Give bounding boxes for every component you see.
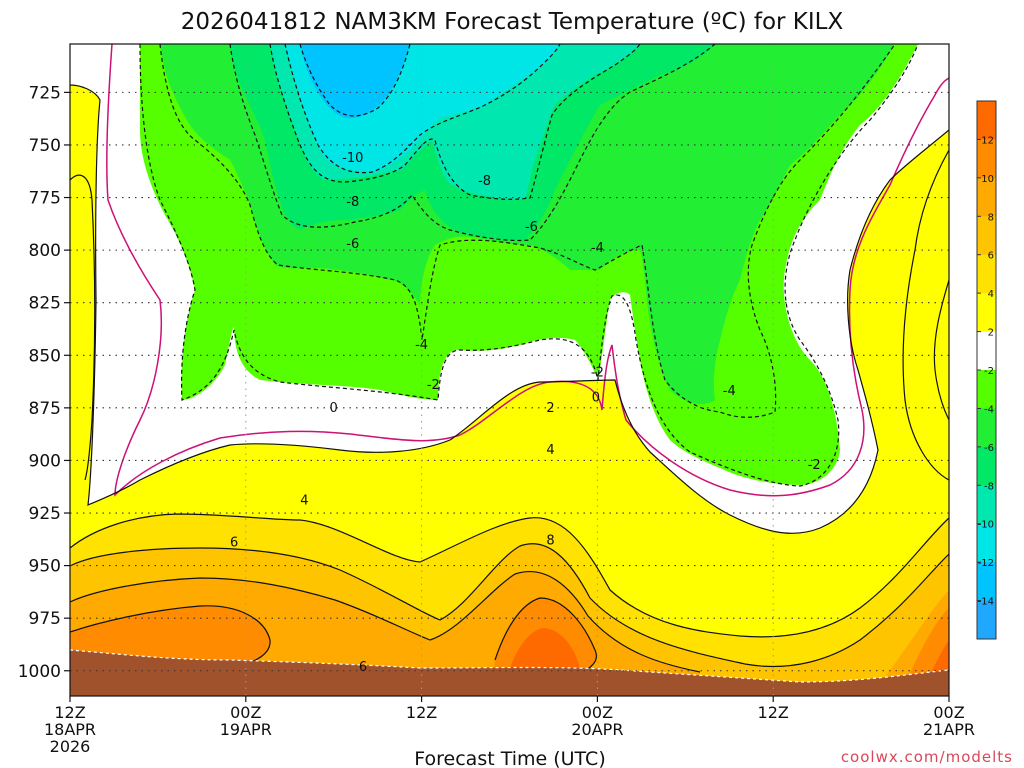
- x-tick-label-0-2: 2026: [50, 737, 91, 756]
- y-tick-label-900: 900: [29, 451, 61, 471]
- y-tick-label-975: 975: [29, 609, 61, 629]
- colorbar-label-4: 4: [988, 289, 994, 300]
- terrain-ground: [70, 650, 949, 696]
- contour-label-10: 0: [330, 401, 338, 416]
- contour-label-6: -4: [415, 338, 428, 353]
- colorbar-swatch-7: [977, 370, 996, 409]
- colorbar-label-3: 6: [988, 251, 994, 262]
- y-tick-label-950: 950: [29, 557, 61, 577]
- colorbar-label-8: -6: [984, 443, 994, 454]
- terrain-edge: [70, 649, 949, 683]
- colorbar-swatch-10: [977, 485, 996, 525]
- contour-label-11: 2: [546, 401, 554, 416]
- y-tick-label-775: 775: [29, 189, 61, 209]
- y-tick-label-750: 750: [29, 136, 61, 156]
- contour-label-1: -8: [478, 174, 491, 189]
- colorbar-label-9: -8: [984, 481, 994, 492]
- colorbar-swatch-12: [977, 562, 996, 602]
- y-tick-label-925: 925: [29, 504, 61, 524]
- colorbar-label-10: -10: [978, 520, 994, 531]
- colorbar: 12 10 8 6 4 2 -2 -4 -6 -8 -10 -12 -14: [976, 100, 997, 640]
- contour-label-13: -2: [808, 458, 821, 473]
- chart-title: 2026041812 NAM3KM Forecast Temperature (…: [181, 9, 844, 35]
- y-tick-label-850: 850: [29, 346, 61, 366]
- x-tick-label-1-0: 00Z: [230, 703, 261, 722]
- contour-label-8: -2: [591, 365, 604, 380]
- temperature-bands: [70, 44, 949, 696]
- band-above-12: [510, 628, 949, 696]
- contour-label-16: 6: [230, 536, 238, 551]
- site-credit: coolwx.com/modelts: [841, 748, 1013, 766]
- y-tick-label-1000: 1000: [18, 662, 61, 682]
- x-tick-label-1-1: 19APR: [220, 720, 272, 739]
- colorbar-label-1: 10: [981, 174, 994, 185]
- contour-label-5: -4: [591, 241, 604, 256]
- x-tick-label-5-0: 00Z: [933, 703, 964, 722]
- grid-lines: [70, 44, 949, 696]
- contour-label-9: 0: [592, 391, 600, 406]
- x-tick-label-5-1: 21APR: [923, 720, 975, 739]
- colorbar-swatch-8: [977, 408, 996, 448]
- colorbar-swatch-11: [977, 523, 996, 563]
- contour-label-3: -6: [525, 220, 538, 235]
- contour-lines: [70, 44, 949, 683]
- colorbar-label-7: -4: [984, 404, 994, 415]
- colorbar-swatch-5: [977, 293, 996, 333]
- x-tick-label-4-0: 12Z: [758, 703, 789, 722]
- colorbar-label-12: -14: [978, 597, 994, 608]
- colorbar-swatch-4: [977, 254, 996, 294]
- contour-label-4: -6: [346, 237, 359, 252]
- y-tick-label-800: 800: [29, 241, 61, 261]
- x-tick-label-3-1: 20APR: [571, 720, 623, 739]
- colorbar-label-2: 8: [988, 212, 994, 223]
- y-tick-label-875: 875: [29, 399, 61, 419]
- colorbar-swatch-1: [977, 139, 996, 179]
- colorbar-swatch-6: [977, 331, 996, 371]
- contour-label-12: -4: [723, 384, 736, 399]
- colorbar-label-5: 2: [988, 328, 994, 339]
- colorbar-label-6: -2: [984, 366, 994, 377]
- x-tick-label-0-1: 18APR: [44, 720, 96, 739]
- colorbar-swatch-13: [977, 600, 996, 640]
- contour-label-0: -10: [342, 151, 363, 166]
- contour-label-17: 8: [546, 534, 554, 549]
- colorbar-swatch-3: [977, 216, 996, 256]
- x-tick-label-2-0: 12Z: [406, 703, 437, 722]
- y-axis: 725 750 775 800 825 850 875 900 925 950 975 1000: [18, 83, 70, 682]
- contour-label-2: -8: [346, 195, 359, 210]
- x-tick-label-3-0: 00Z: [582, 703, 613, 722]
- contour-label-18: 6: [359, 660, 367, 675]
- contour-label-15: 4: [300, 494, 308, 509]
- contour-label-14: 4: [546, 443, 554, 458]
- x-axis-title: Forecast Time (UTC): [414, 748, 605, 768]
- band-10-to-12: [70, 598, 949, 696]
- plot-frame: [69, 43, 950, 697]
- colorbar-swatch-2: [977, 177, 996, 217]
- x-tick-label-0-0: 12Z: [54, 703, 85, 722]
- y-tick-label-725: 725: [29, 83, 61, 103]
- colorbar-swatch-9: [977, 446, 996, 486]
- contour-labels: -10 -8 -8 -6 -6 -4 -4 -2 -2 0 0 2 -4 -2 4 4 6 8 6: [230, 151, 821, 675]
- colorbar-swatch-0: [977, 101, 996, 140]
- colorbar-label-0: 12: [981, 135, 994, 146]
- colorbar-label-11: -12: [978, 558, 994, 569]
- y-tick-label-825: 825: [29, 294, 61, 314]
- contour-label-7: -2: [427, 378, 440, 393]
- band-minus12-to-minus14: [300, 44, 410, 119]
